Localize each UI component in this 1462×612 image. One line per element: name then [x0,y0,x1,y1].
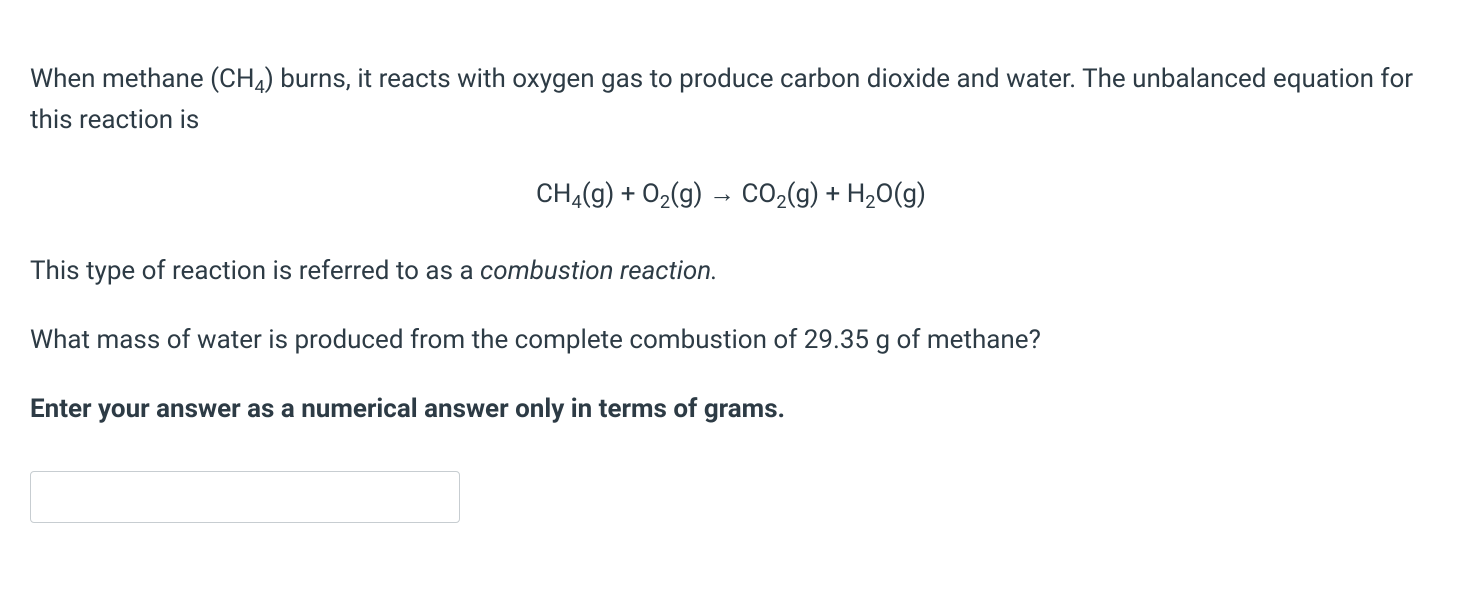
reaction-description: This type of reaction is referred to as … [30,252,1432,291]
chemical-equation: CH4(g) + O2(g) → CO2(g) + H2O(g) [30,178,1432,213]
eq-o2-sub: 2 [660,193,670,214]
question-container: When methane (CH4) burns, it reacts with… [30,60,1432,523]
intro-text-part1: When methane (CH [30,64,255,94]
answer-instruction: Enter your answer as a numerical answer … [30,390,1432,429]
eq-o2-state: (g) → CO [670,179,776,209]
eq-co2-sub: 2 [776,193,786,214]
question-intro: When methane (CH4) burns, it reacts with… [30,60,1432,140]
eq-ch4: CH [536,179,571,209]
intro-sub1: 4 [255,77,265,98]
eq-ch4-sub: 4 [571,193,581,214]
description-italic: combustion reaction. [480,256,718,286]
eq-h2o-sub: 2 [865,193,875,214]
question-prompt: What mass of water is produced from the … [30,321,1432,360]
eq-co2-state: (g) + H [787,179,866,209]
answer-input[interactable] [30,471,460,523]
eq-h2o-end: O(g) [876,179,926,209]
eq-ch4-state: (g) + O [582,179,660,209]
description-part1: This type of reaction is referred to as … [30,256,480,286]
